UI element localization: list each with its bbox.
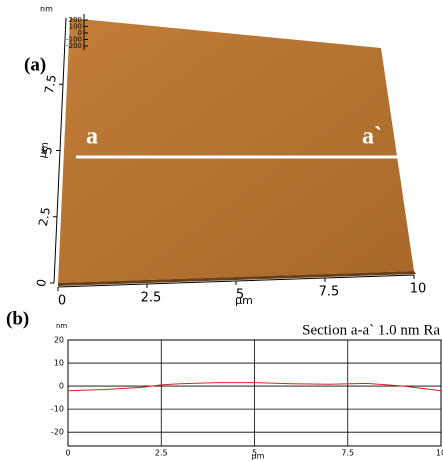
section-end-label: a`	[362, 124, 382, 150]
x-axis-label: µm	[252, 452, 265, 461]
y-tick-label: -20	[51, 428, 64, 437]
surface	[58, 18, 414, 283]
y-axis-label: µm	[38, 141, 52, 159]
y-tick-label: 7.5	[42, 74, 59, 95]
y-tick-label: -10	[51, 405, 64, 414]
y-tick-label: 20	[54, 336, 64, 345]
y-tick-label: 0	[34, 278, 49, 288]
x-tick-label: 10	[410, 282, 427, 297]
figure: (a)aa`02.557.510µm02.557.5µm2001000-100-…	[0, 0, 443, 461]
x-tick-label: 0	[65, 449, 70, 458]
x-tick-label: 0	[58, 294, 66, 309]
chart-title: Section a-a` 1.0 nm Ra	[302, 322, 440, 338]
panel-label: (a)	[24, 54, 46, 75]
z-axis-label: nm	[40, 5, 53, 14]
x-axis-label: µm	[235, 294, 253, 307]
x-tick-label: 10	[436, 449, 443, 458]
section-start-label: a	[86, 124, 98, 150]
x-tick-label: 2.5	[155, 449, 168, 458]
x-tick-label: 7.5	[341, 449, 354, 458]
x-tick-label: 7.5	[319, 285, 340, 300]
panel-label: (b)	[6, 308, 29, 329]
y-tick-label: 10	[54, 359, 64, 368]
x-tick-label: 2.5	[141, 291, 162, 306]
y-tick-label: 2.5	[36, 206, 53, 227]
y-axis-label: nm	[56, 322, 67, 330]
y-tick-label: 0	[59, 382, 64, 391]
z-tick-label: -200	[66, 42, 82, 50]
